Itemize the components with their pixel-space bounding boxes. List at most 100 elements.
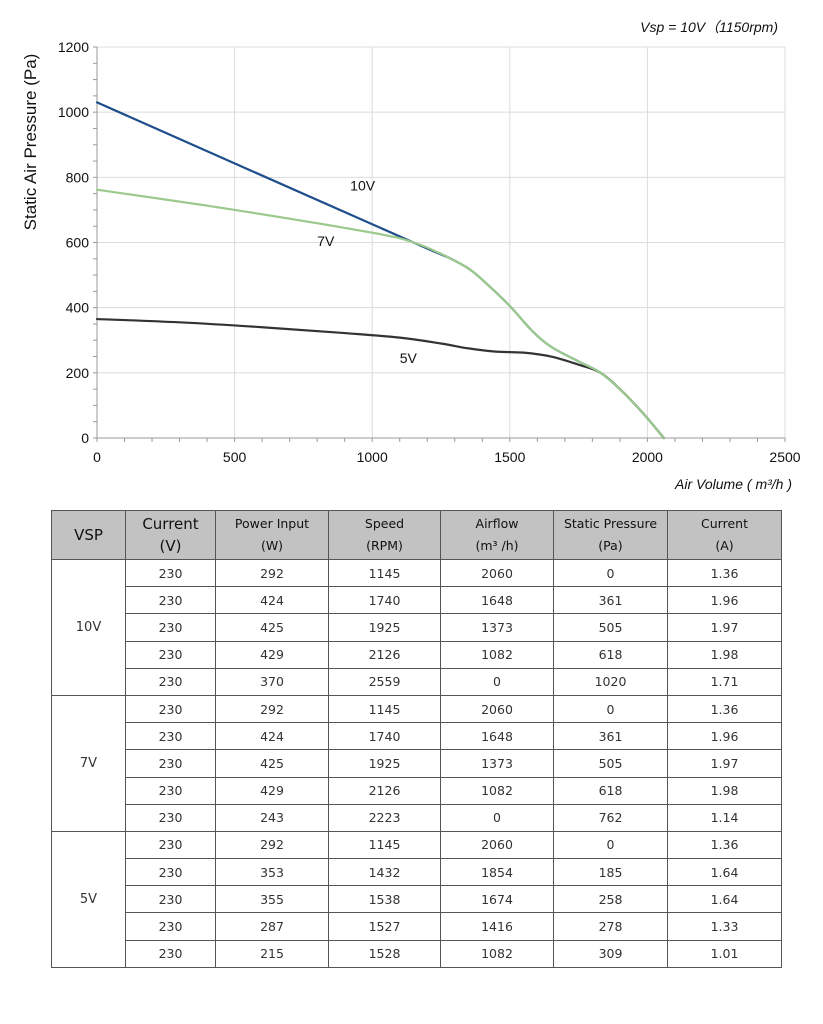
vsp-cell: 10V bbox=[51, 559, 126, 696]
cell-power-input: 424 bbox=[215, 722, 329, 751]
cell-speed: 1925 bbox=[328, 749, 441, 778]
cell-power-input: 353 bbox=[215, 858, 329, 887]
cell-airflow: 1082 bbox=[440, 939, 554, 968]
axes bbox=[93, 46, 786, 442]
table-row: 10V 230 292 1145 2060 0 1.36 bbox=[51, 558, 782, 696]
series-line-7v bbox=[95, 188, 666, 440]
cell-power-input: 243 bbox=[215, 803, 329, 832]
x-axis-ticks: 0 500 1000 1500 2000 2500 bbox=[93, 449, 801, 465]
cell-static-pressure: 278 bbox=[553, 912, 668, 941]
cell-airflow: 1373 bbox=[440, 749, 554, 778]
table-row: 230 243 2223 0 762 1.14 bbox=[52, 803, 782, 832]
table-row: 230 287 1527 1416 278 1.33 bbox=[52, 912, 782, 941]
cell-current: 1.96 bbox=[667, 722, 782, 751]
cell-speed: 1528 bbox=[328, 939, 441, 968]
cell-voltage: 230 bbox=[125, 667, 216, 696]
cell-power-input: 355 bbox=[215, 885, 329, 914]
table-row: 230 425 1925 1373 505 1.97 bbox=[52, 749, 782, 778]
cell-speed: 1925 bbox=[328, 613, 441, 642]
y-axis-ticks: 0 200 400 600 800 1000 1200 bbox=[58, 39, 89, 446]
cell-current: 1.33 bbox=[667, 912, 782, 941]
cell-static-pressure: 309 bbox=[553, 939, 668, 968]
cell-speed: 2223 bbox=[328, 803, 441, 832]
cell-voltage: 230 bbox=[125, 586, 216, 615]
cell-voltage: 230 bbox=[125, 939, 216, 968]
cell-speed: 2126 bbox=[328, 640, 441, 669]
cell-current: 1.01 bbox=[667, 939, 782, 968]
cell-static-pressure: 762 bbox=[553, 803, 668, 832]
table-row: 5V 230 292 1145 2060 0 1.36 bbox=[51, 830, 782, 968]
header-vsp: VSP bbox=[51, 510, 126, 560]
cell-voltage: 230 bbox=[125, 885, 216, 914]
cell-airflow: 1674 bbox=[440, 885, 554, 914]
cell-current: 1.36 bbox=[667, 694, 782, 724]
series-line-5v bbox=[95, 317, 666, 440]
spec-table: VSP Current (V) Power Input (W) Speed (R… bbox=[51, 510, 782, 968]
cell-airflow: 1854 bbox=[440, 858, 554, 887]
x-axis-title: Air Volume ( m³/h ) bbox=[674, 476, 792, 492]
cell-static-pressure: 0 bbox=[553, 558, 668, 588]
cell-current: 1.14 bbox=[667, 803, 782, 832]
cell-current: 1.97 bbox=[667, 749, 782, 778]
cell-current: 1.36 bbox=[667, 830, 782, 860]
cell-voltage: 230 bbox=[125, 613, 216, 642]
y-tick-label: 1200 bbox=[58, 39, 89, 55]
cell-static-pressure: 185 bbox=[553, 858, 668, 887]
cell-airflow: 1082 bbox=[440, 640, 554, 669]
cell-voltage: 230 bbox=[125, 776, 216, 805]
cell-airflow: 1082 bbox=[440, 776, 554, 805]
cell-static-pressure: 505 bbox=[553, 613, 668, 642]
cell-power-input: 287 bbox=[215, 912, 329, 941]
cell-current: 1.96 bbox=[667, 586, 782, 615]
table-row: 230 370 2559 0 1020 1.71 bbox=[52, 667, 782, 696]
table-row: 230 215 1528 1082 309 1.01 bbox=[52, 939, 782, 968]
grid bbox=[97, 46, 786, 438]
cell-voltage: 230 bbox=[125, 830, 216, 860]
header-airflow: Airflow (m³ /h) bbox=[440, 510, 554, 560]
series-lines bbox=[95, 101, 666, 440]
x-tick-label: 2500 bbox=[769, 449, 800, 465]
cell-voltage: 230 bbox=[125, 912, 216, 941]
table-row: 230 424 1740 1648 361 1.96 bbox=[52, 722, 782, 751]
cell-static-pressure: 618 bbox=[553, 776, 668, 805]
cell-airflow: 2060 bbox=[440, 694, 554, 724]
cell-power-input: 292 bbox=[215, 694, 329, 724]
table-row: 7V 230 292 1145 2060 0 1.36 bbox=[51, 694, 782, 832]
cell-power-input: 429 bbox=[215, 640, 329, 669]
cell-speed: 2126 bbox=[328, 776, 441, 805]
y-tick-label: 0 bbox=[81, 430, 89, 446]
cell-voltage: 230 bbox=[125, 722, 216, 751]
cell-static-pressure: 258 bbox=[553, 885, 668, 914]
header-power-input: Power Input (W) bbox=[215, 510, 329, 560]
cell-power-input: 425 bbox=[215, 613, 329, 642]
cell-airflow: 1648 bbox=[440, 586, 554, 615]
table-row: 230 424 1740 1648 361 1.96 bbox=[52, 586, 782, 615]
cell-airflow: 0 bbox=[440, 803, 554, 832]
cell-current: 1.64 bbox=[667, 858, 782, 887]
series-label-10v: 10V bbox=[350, 177, 376, 193]
cell-speed: 1527 bbox=[328, 912, 441, 941]
cell-airflow: 2060 bbox=[440, 558, 554, 588]
cell-static-pressure: 361 bbox=[553, 586, 668, 615]
cell-power-input: 429 bbox=[215, 776, 329, 805]
cell-current: 1.97 bbox=[667, 613, 782, 642]
table-row: 230 353 1432 1854 185 1.64 bbox=[52, 858, 782, 887]
cell-airflow: 1416 bbox=[440, 912, 554, 941]
cell-static-pressure: 1020 bbox=[553, 667, 668, 696]
cell-voltage: 230 bbox=[125, 749, 216, 778]
cell-voltage: 230 bbox=[125, 803, 216, 832]
table-row: 230 429 2126 1082 618 1.98 bbox=[52, 776, 782, 805]
cell-speed: 2559 bbox=[328, 667, 441, 696]
x-tick-label: 500 bbox=[223, 449, 247, 465]
cell-speed: 1145 bbox=[328, 558, 441, 588]
vsp-cell: 7V bbox=[51, 694, 126, 832]
cell-current: 1.64 bbox=[667, 885, 782, 914]
y-tick-label: 1000 bbox=[58, 104, 89, 120]
cell-static-pressure: 618 bbox=[553, 640, 668, 669]
cell-airflow: 1373 bbox=[440, 613, 554, 642]
table-header-row: VSP Current (V) Power Input (W) Speed (R… bbox=[51, 510, 782, 560]
cell-static-pressure: 361 bbox=[553, 722, 668, 751]
cell-current: 1.36 bbox=[667, 558, 782, 588]
series-label-5v: 5V bbox=[400, 350, 418, 366]
cell-speed: 1145 bbox=[328, 694, 441, 724]
